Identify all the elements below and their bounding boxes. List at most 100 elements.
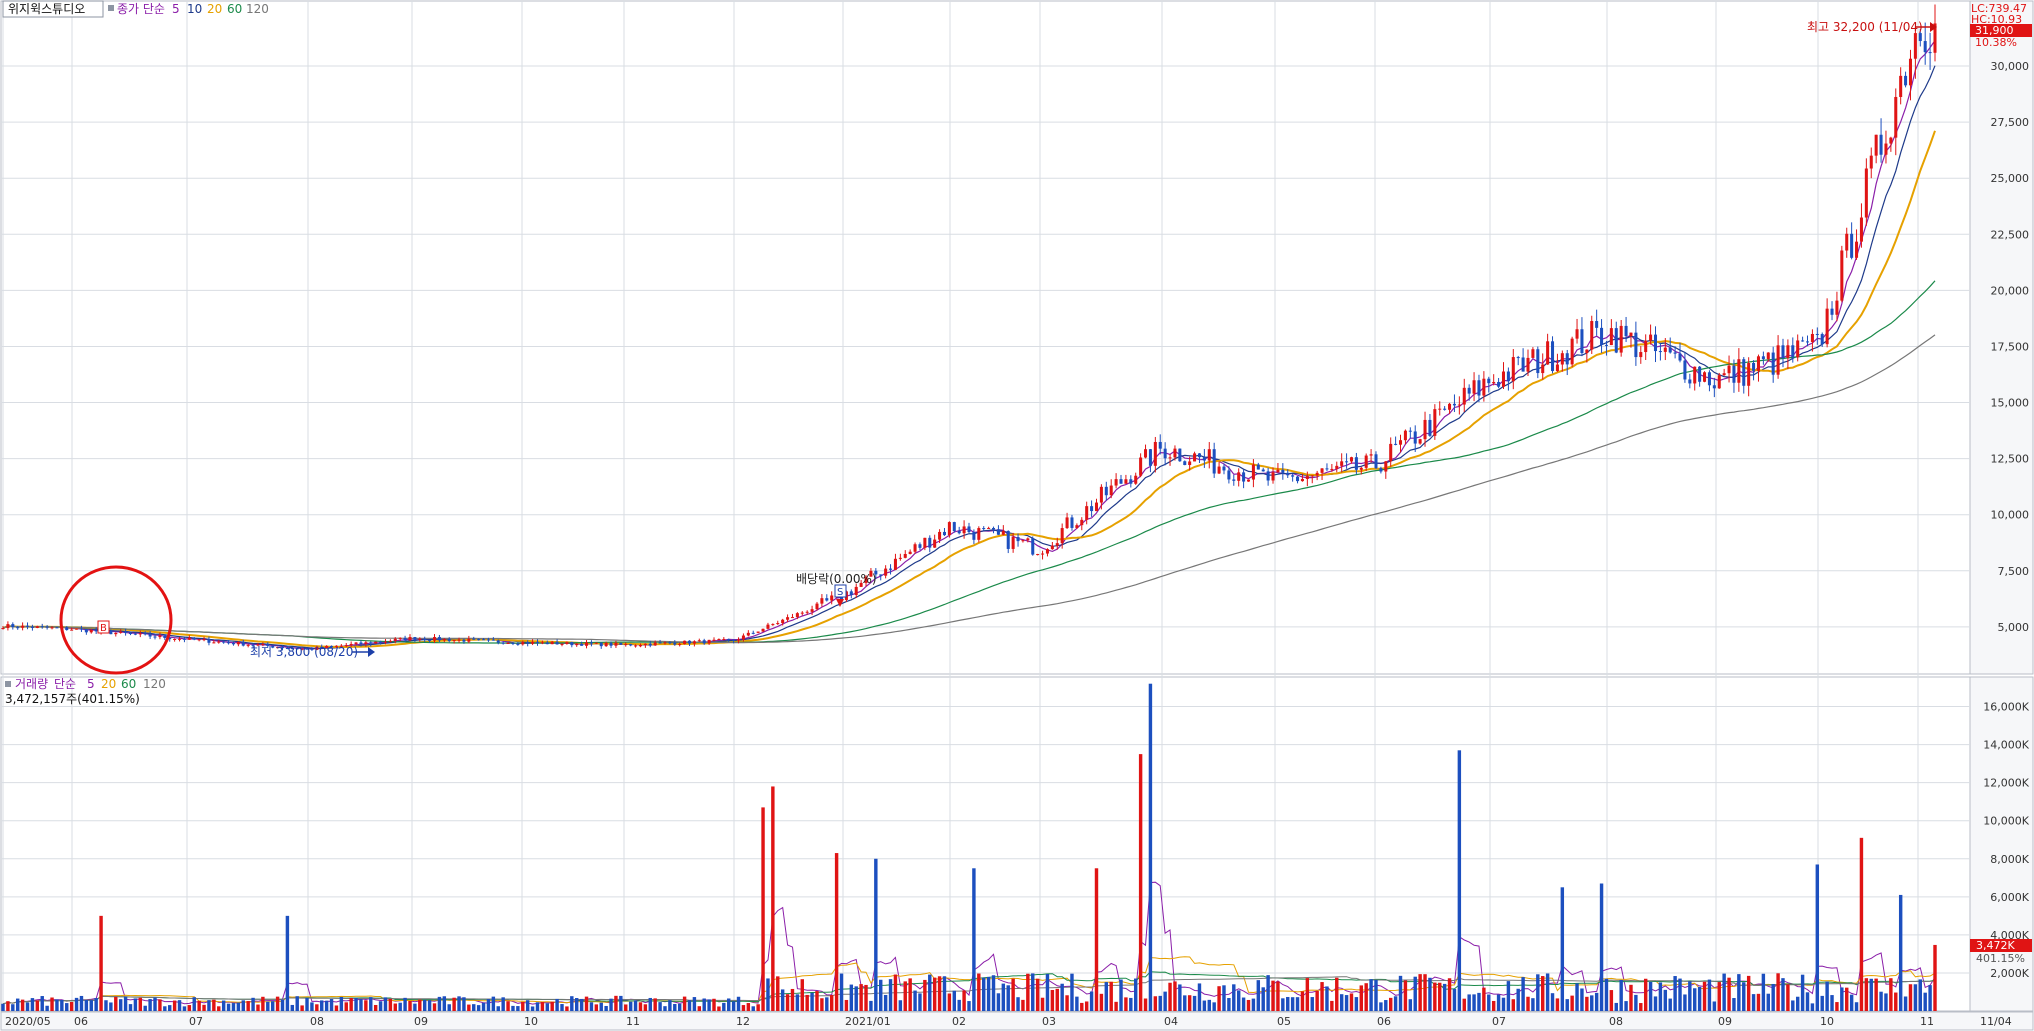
volume-bar	[1653, 996, 1658, 1011]
volume-bars	[1, 683, 1937, 1011]
volume-bar	[628, 1001, 633, 1011]
price-legend: 위지윅스튜디오 종가 단순 5 10 20 60 120	[2, 0, 269, 18]
candle-body	[1497, 381, 1501, 387]
candle-body	[732, 639, 736, 641]
date-tick-label: 06	[1377, 1015, 1391, 1028]
candle-body	[1389, 443, 1393, 462]
volume-bar	[957, 999, 961, 1011]
volume-bar	[383, 997, 388, 1011]
volume-pane[interactable]	[0, 676, 1971, 1012]
volume-bar	[246, 1001, 250, 1011]
volume-bar	[658, 1002, 662, 1011]
volume-bar	[1933, 944, 1937, 1011]
hc-readout: HC:10.93	[1971, 13, 2022, 26]
candle-body	[457, 639, 461, 641]
volume-bar	[60, 999, 64, 1011]
candle-body	[987, 527, 991, 529]
candle-body	[992, 527, 996, 530]
volume-bar	[187, 1005, 192, 1011]
volume-bar	[1575, 983, 1579, 1011]
candle-body	[300, 648, 304, 650]
candle-body	[271, 645, 275, 648]
volume-current: 3,472,157주(401.15%)	[5, 692, 140, 706]
candle-body	[1144, 449, 1148, 458]
price-tick-label: 7,500	[1998, 565, 2030, 578]
candle-body	[1771, 352, 1775, 375]
date-tick-label: 03	[1042, 1015, 1056, 1028]
volume-bar	[604, 1005, 608, 1011]
volume-bar	[300, 1005, 304, 1011]
volume-bar	[20, 999, 25, 1011]
price-pane[interactable]	[0, 0, 1971, 675]
volume-bar	[844, 999, 849, 1011]
candle-body	[364, 642, 368, 645]
volume-bar	[1256, 980, 1261, 1011]
volume-axis	[1969, 676, 2034, 1012]
volume-bar	[354, 998, 358, 1011]
candle-body	[1359, 467, 1363, 470]
volume-bar	[638, 1002, 643, 1011]
buy-marker[interactable]	[97, 620, 110, 634]
volume-bar	[432, 1003, 437, 1011]
candle-body	[947, 522, 951, 536]
volume-bar	[1501, 997, 1506, 1011]
candle-body	[1448, 403, 1452, 410]
volume-bar	[457, 996, 461, 1011]
date-tick-label: 11	[626, 1015, 640, 1028]
volume-bar	[560, 1004, 564, 1011]
volume-bar	[1629, 984, 1633, 1011]
volume-bar	[35, 1000, 40, 1011]
volume-bar	[1550, 993, 1555, 1011]
volume-bar	[241, 1000, 245, 1011]
candle-body	[1065, 517, 1069, 529]
candle-body	[1805, 341, 1810, 343]
sell-marker[interactable]	[834, 584, 847, 598]
candle-body	[452, 639, 456, 642]
volume-bar	[766, 978, 770, 1011]
volume-bar	[138, 997, 143, 1011]
volume-tick-label: 10,000K	[1983, 815, 2029, 828]
candle-body	[609, 642, 613, 646]
candle-body	[1737, 359, 1741, 383]
candle-body	[295, 648, 299, 650]
candle-body	[1501, 371, 1506, 387]
candle-body	[751, 632, 755, 634]
volume-bar	[962, 990, 966, 1011]
candle-body	[923, 537, 927, 548]
volume-bar	[123, 996, 128, 1011]
candle-body	[874, 570, 878, 575]
candle-body	[1232, 479, 1236, 481]
candle-body	[560, 643, 564, 645]
candle-body	[1173, 448, 1177, 458]
volume-bar	[25, 1002, 30, 1011]
date-tick-label: 2021/01	[845, 1015, 891, 1028]
volume-bar	[545, 1003, 550, 1011]
volume-bar	[1369, 979, 1373, 1011]
volume-bar	[1487, 994, 1491, 1011]
stock-name[interactable]: 위지윅스튜디오	[8, 2, 85, 16]
volume-bar	[481, 1002, 486, 1011]
volume-bar	[663, 1006, 667, 1011]
volume-bar	[579, 998, 584, 1011]
candle-body	[1487, 378, 1491, 384]
candle-body	[996, 529, 1000, 535]
candle-body	[128, 633, 133, 635]
volume-tick-label: 8,000K	[1990, 853, 2029, 866]
volume-bar	[1388, 997, 1393, 1011]
volume-bar	[69, 1001, 74, 1011]
candle-body	[1904, 75, 1908, 86]
low-arrow-head	[368, 647, 375, 657]
volume-bar	[369, 997, 373, 1011]
volume-bar	[1795, 996, 1800, 1011]
candle-body	[575, 643, 579, 646]
volume-bar	[1075, 996, 1079, 1011]
candle-body	[1889, 137, 1893, 144]
volume-bar	[913, 990, 917, 1011]
candle-body	[1560, 353, 1564, 365]
volume-bar	[275, 996, 280, 1011]
candle-body	[1452, 403, 1456, 406]
volume-bar	[408, 1000, 412, 1011]
candle-body	[1663, 347, 1667, 352]
volume-tick-label: 4,000K	[1990, 929, 2029, 942]
